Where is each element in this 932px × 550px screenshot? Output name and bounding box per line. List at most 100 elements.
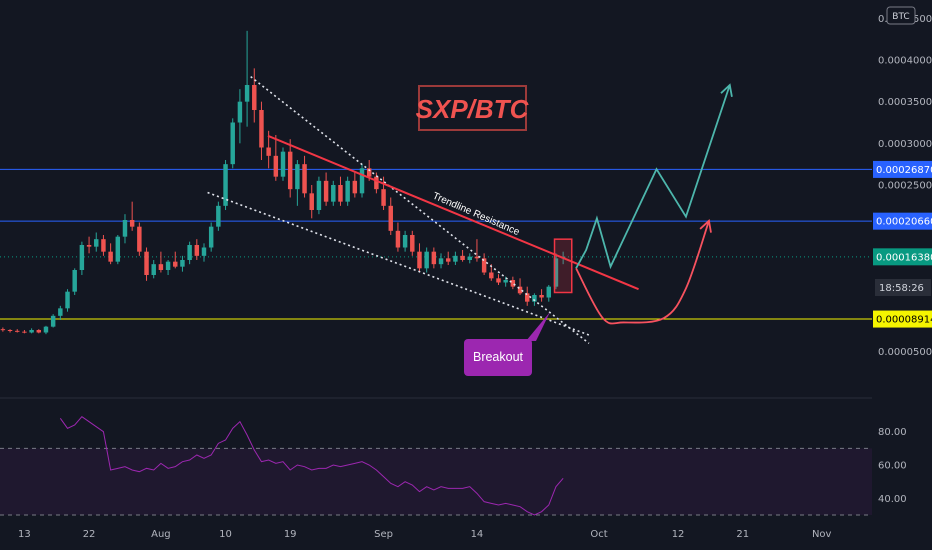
candle [216, 201, 221, 231]
candle [230, 118, 235, 169]
candle [517, 278, 523, 295]
candle [86, 236, 92, 254]
trendline-resistance [267, 134, 639, 291]
candle [510, 276, 516, 290]
time-tick-label: 13 [18, 529, 31, 540]
rsi-band [0, 448, 872, 515]
candle [402, 230, 408, 252]
candle [129, 201, 135, 231]
time-tick-label: Aug [151, 529, 171, 540]
rsi-tick-label: 60.00 [878, 461, 907, 472]
candle [165, 260, 171, 275]
candle [58, 305, 63, 320]
upper-channel-line [250, 76, 590, 344]
time-tick-label: 12 [672, 529, 685, 540]
price-level-value: 0.00008914 [876, 315, 932, 326]
bearish-arrow-head [699, 219, 712, 233]
candle [187, 241, 192, 265]
candle [108, 243, 113, 265]
candle [273, 135, 279, 181]
rsi-pane [0, 415, 872, 516]
countdown-box [875, 279, 931, 296]
candle [524, 286, 530, 306]
symbol-badge[interactable] [886, 6, 916, 25]
candle [15, 329, 20, 333]
candle [287, 139, 293, 198]
candle [151, 260, 156, 279]
bearish-projection-path [575, 220, 710, 325]
candle [553, 253, 559, 290]
time-tick-label: 14 [471, 529, 484, 540]
price-level-value: 0.00016380 [876, 252, 932, 263]
candle [122, 214, 128, 244]
time-tick-label: 19 [284, 529, 297, 540]
candle [539, 289, 544, 302]
time-tick-label: 22 [83, 529, 96, 540]
rsi-tick-label: 40.00 [878, 494, 907, 505]
candle [0, 327, 6, 332]
candle [43, 325, 49, 335]
candle [115, 235, 121, 265]
breakout-label: Breakout [473, 350, 524, 364]
candle [345, 176, 350, 206]
rsi-tick-label: 80.00 [878, 427, 907, 438]
candle [29, 328, 34, 334]
candle [252, 68, 257, 123]
rsi-line [59, 415, 564, 516]
candle [481, 253, 487, 275]
candle [208, 222, 214, 252]
time-tick-label: 10 [219, 529, 232, 540]
candle [144, 247, 149, 281]
price-level-value: 0.00020660 [876, 217, 932, 228]
candle [316, 176, 322, 215]
breakout-callout-pointer [526, 312, 550, 341]
candle [431, 247, 437, 269]
candle [496, 274, 501, 285]
candle [359, 164, 365, 198]
candle [338, 176, 343, 206]
bullish-projection-path [575, 84, 731, 270]
breakout-callout[interactable]: Breakout [464, 312, 550, 376]
candle [424, 247, 429, 273]
countdown: 18:58:26 [879, 283, 924, 294]
time-tick-label: Nov [812, 529, 832, 540]
candle [438, 253, 444, 269]
candle [158, 251, 164, 273]
candle [194, 239, 200, 260]
symbol-badge-label: BTC [892, 12, 909, 22]
rsi-axis: 80.00 60.00 40.00 [878, 427, 907, 505]
candle [50, 314, 56, 328]
bullish-arrow-head [720, 83, 733, 97]
candle [467, 253, 472, 264]
candle [223, 160, 228, 210]
price-level-tag [873, 160, 932, 178]
price-level-tag [873, 310, 932, 328]
time-tick-label: Oct [590, 529, 607, 540]
candle [352, 172, 358, 198]
candle [237, 89, 243, 144]
candle [381, 176, 386, 210]
candle [395, 222, 401, 252]
candle [79, 241, 85, 275]
time-axis[interactable]: 13 22 Aug 10 19 Sep 14 Oct 12 21 Nov [18, 529, 831, 540]
candle [101, 235, 106, 256]
candle [453, 251, 458, 265]
chart-title: SXP/BTC [416, 94, 530, 124]
candle [36, 329, 42, 334]
candle [331, 180, 336, 206]
breakout-callout-box [464, 339, 532, 376]
time-tick-label: Sep [374, 529, 393, 540]
candles [0, 30, 566, 335]
candle [180, 255, 185, 272]
candle [417, 243, 422, 273]
candle [65, 289, 70, 312]
candle [302, 155, 307, 198]
price-tick-label: 0.00005000 [878, 347, 932, 358]
candle [445, 251, 451, 265]
candle [7, 329, 13, 333]
breakout-box [553, 238, 573, 294]
candle [309, 185, 314, 219]
candle [388, 197, 393, 235]
